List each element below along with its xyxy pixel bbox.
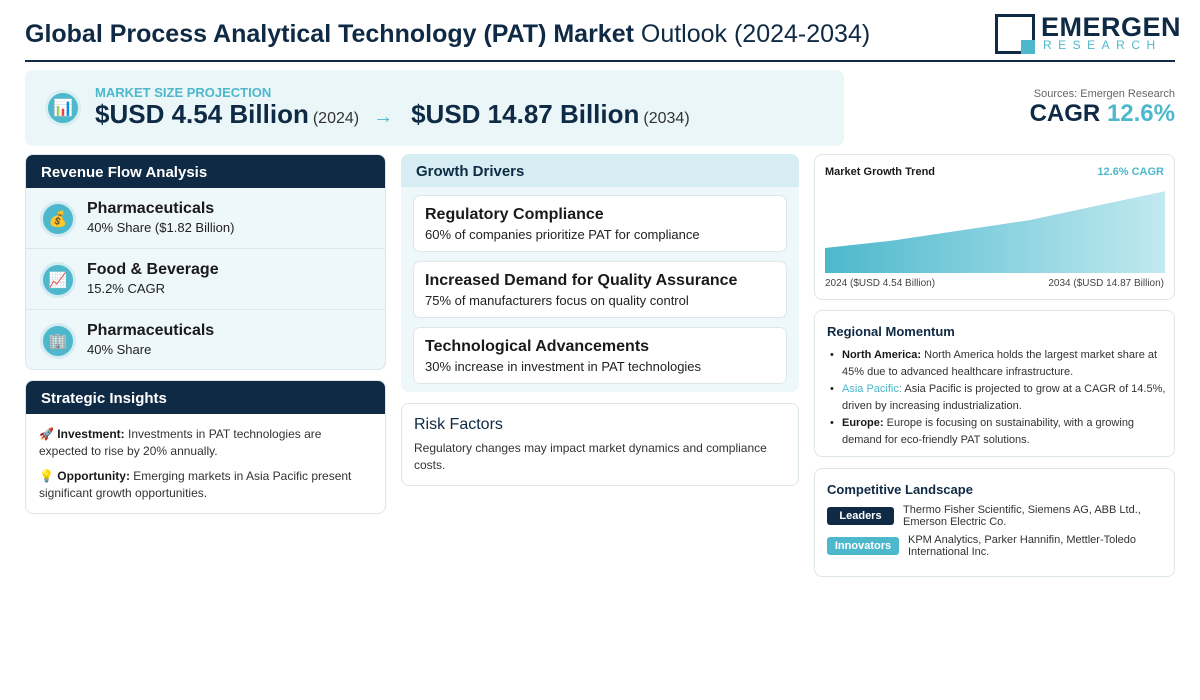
cagr-label: CAGR [1029, 100, 1101, 127]
regional-title: Regional Momentum [827, 324, 955, 339]
innovators-badge: Innovators [827, 537, 899, 555]
value-end: $USD 14.87 Billion [411, 99, 640, 129]
cagr-headline: CAGR 12.6% [1030, 100, 1175, 128]
revenue-flow-title: Revenue Flow Analysis [26, 155, 385, 188]
risk-factors-panel: Risk Factors Regulatory changes may impa… [401, 403, 799, 486]
region-name: Asia Pacific: [842, 383, 902, 395]
insight-label: Investment: [57, 427, 125, 441]
leaders-badge: Leaders [827, 507, 894, 525]
risk-title: Risk Factors [414, 416, 503, 433]
revenue-item-sub: 40% Share ($1.82 Billion) [87, 220, 235, 235]
competitive-title: Competitive Landscape [827, 482, 973, 497]
banner-label: MARKET SIZE PROJECTION [95, 85, 272, 100]
money-bag-icon: 💰 [40, 201, 76, 237]
growth-drivers-panel: Growth Drivers Regulatory Compliance 60%… [401, 154, 799, 392]
revenue-item-sub: 40% Share [87, 342, 152, 357]
competitive-landscape-panel: Competitive Landscape Leaders Thermo Fis… [814, 468, 1175, 577]
revenue-item: 💰 Pharmaceuticals 40% Share ($1.82 Billi… [26, 188, 385, 249]
regional-list: North America: North America holds the l… [827, 347, 1167, 449]
insights-title: Strategic Insights [26, 381, 385, 414]
leaders-text: Thermo Fisher Scientific, Siemens AG, AB… [903, 504, 1141, 528]
drivers-title: Growth Drivers [401, 154, 799, 187]
rocket-icon: 🚀 [39, 427, 54, 441]
insight-text: Investments in PAT technologies are expe… [39, 427, 322, 458]
sources-text: Sources: Emergen Research [1033, 88, 1175, 100]
market-size-banner: 📊 MARKET SIZE PROJECTION $USD 4.54 Billi… [25, 70, 844, 146]
regional-item: Asia Pacific: Asia Pacific is projected … [827, 381, 1167, 415]
insight-label: Opportunity: [57, 469, 130, 483]
trend-chart-icon: 📈 [40, 262, 76, 298]
driver-sub: 75% of manufacturers focus on quality co… [425, 293, 689, 308]
growth-trend-panel: Market Growth Trend 12.6% CAGR 2024 ($US… [814, 154, 1175, 300]
region-text: North America holds the largest market s… [842, 349, 1158, 378]
trend-title: Market Growth Trend [825, 166, 936, 178]
page-header: Global Process Analytical Technology (PA… [25, 12, 1181, 62]
trend-cagr: 12.6% CAGR [1097, 166, 1164, 178]
region-name: North America: [842, 349, 922, 361]
risk-text: Regulatory changes may impact market dyn… [414, 441, 767, 472]
cagr-value: 12.6% [1106, 100, 1175, 127]
driver-sub: 60% of companies prioritize PAT for comp… [425, 227, 700, 242]
driver-card: Regulatory Compliance 60% of companies p… [413, 195, 787, 252]
lightbulb-icon: 💡 [39, 469, 54, 483]
revenue-item-title: Food & Beverage [87, 261, 219, 278]
regional-item: Europe: Europe is focusing on sustainabi… [827, 415, 1167, 449]
growth-area-series [825, 191, 1165, 273]
region-text: Asia Pacific is projected to grow at a C… [842, 383, 1166, 412]
revenue-item: 📈 Food & Beverage 15.2% CAGR [26, 249, 385, 310]
revenue-item: 🏢 Pharmaceuticals 40% Share [26, 310, 385, 369]
arrow-right-icon: → [373, 106, 394, 128]
region-name: Europe: [842, 417, 884, 429]
insight-item: 🚀 Investment: Investments in PAT technol… [26, 426, 385, 460]
value-start: $USD 4.54 Billion [95, 99, 309, 129]
bar-chart-icon: 📊 [45, 90, 81, 126]
banner-values: $USD 4.54 Billion (2024) → $USD 14.87 Billi… [95, 99, 690, 130]
revenue-item-title: Pharmaceuticals [87, 322, 215, 339]
insight-text: Emerging markets in Asia Pacific present… [39, 469, 352, 500]
regional-momentum-panel: Regional Momentum North America: North A… [814, 310, 1175, 457]
year-start: (2024) [312, 110, 360, 127]
driver-card: Technological Advancements 30% increase … [413, 327, 787, 384]
logo-sub: RESEARCH [1043, 38, 1162, 52]
logo-mark-icon [995, 14, 1035, 54]
trend-end-label: 2034 ($USD 14.87 Billion) [1048, 278, 1164, 289]
driver-sub: 30% increase in investment in PAT techno… [425, 359, 702, 374]
strategic-insights-panel: Strategic Insights 🚀 Investment: Investm… [25, 380, 386, 514]
emergen-logo[interactable]: EMERGEN RESEARCH [995, 12, 1181, 58]
driver-card: Increased Demand for Quality Assurance 7… [413, 261, 787, 318]
revenue-item-title: Pharmaceuticals [87, 200, 215, 217]
trend-start-label: 2024 ($USD 4.54 Billion) [825, 278, 936, 289]
regional-item: North America: North America holds the l… [827, 347, 1167, 381]
driver-title: Regulatory Compliance [425, 206, 604, 223]
revenue-flow-panel: Revenue Flow Analysis 💰 Pharmaceuticals … [25, 154, 386, 370]
innovators-text: KPM Analytics, Parker Hannifin, Mettler-… [908, 534, 1137, 558]
driver-title: Technological Advancements [425, 338, 650, 355]
page-title: Global Process Analytical Technology (PA… [25, 20, 870, 49]
insight-item: 💡 Opportunity: Emerging markets in Asia … [26, 468, 385, 502]
page-title-bold: Global Process Analytical Technology (PA… [25, 20, 634, 48]
logo-name: EMERGEN [1041, 12, 1182, 42]
year-end: (2034) [643, 110, 690, 127]
growth-area-chart [825, 191, 1165, 273]
page-title-rest: Outlook (2024-2034) [633, 20, 871, 48]
region-text: Europe is focusing on sustainability, wi… [842, 417, 1135, 446]
revenue-item-sub: 15.2% CAGR [87, 281, 166, 296]
building-icon: 🏢 [40, 323, 76, 359]
driver-title: Increased Demand for Quality Assurance [425, 272, 738, 289]
